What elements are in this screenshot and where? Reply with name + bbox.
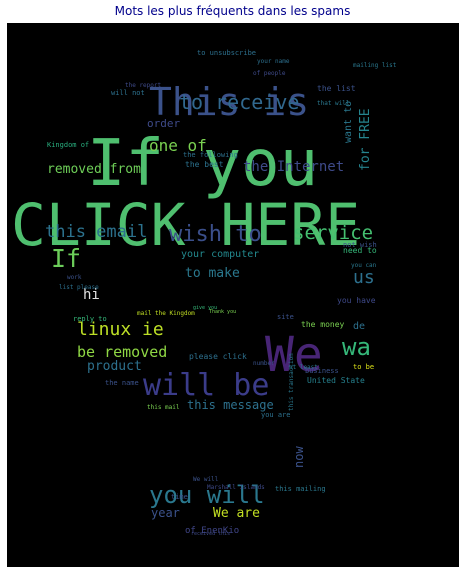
word-order: order (147, 117, 180, 130)
word-year: year (151, 506, 180, 520)
word-we-will: We will (193, 476, 219, 483)
word-kingdom-of: Kingdom of (47, 141, 89, 149)
word-to-make: to make (185, 266, 240, 281)
word-number: number (253, 360, 275, 367)
chart-title: Mots les plus fréquents dans les spams (114, 4, 351, 18)
word-hi: hi (83, 287, 100, 303)
word-us: us (353, 267, 375, 288)
word-you-will: you will (149, 481, 265, 509)
word-cloud: If you CLICK HERE This is We will be you will… (7, 23, 459, 567)
word-to-receive: to receive (179, 90, 299, 114)
word-of-enenkio: of EnenKio (185, 526, 239, 536)
word-business: business (305, 367, 339, 375)
word-if-you: If you (87, 127, 318, 201)
word-linux-ie: linux ie (77, 319, 164, 340)
word-removed-from: removed from (47, 162, 141, 177)
word-give-you: give you (193, 305, 217, 311)
word-this-mailing: this mailing (275, 485, 326, 493)
word-mailing-list: mailing list (353, 62, 397, 69)
word-the-report: the report (125, 82, 162, 89)
word-list-please: list please (59, 284, 99, 291)
word-please-click: please click (189, 352, 247, 361)
word-if: If (51, 244, 81, 273)
word-to-be: to be (353, 363, 374, 371)
word-wish-to: wish to (169, 222, 262, 247)
word-we: We (265, 327, 323, 383)
word-this-is: This is (149, 80, 309, 124)
word-site: site (277, 313, 294, 321)
word-the-best: the best (185, 160, 224, 169)
word-work: work (67, 274, 82, 281)
word-your-name: your name (257, 58, 290, 65)
word-will-not: will not (111, 89, 145, 97)
word-you-have: you have (337, 296, 376, 305)
word-for-free: for FREE (358, 108, 373, 171)
word-service: service (293, 222, 373, 244)
word-be-removed: be removed (77, 343, 167, 361)
word-at-least: at least (289, 364, 318, 371)
word-one-of: one of (149, 136, 207, 155)
word-time: time (171, 493, 188, 501)
word-now: now (292, 446, 306, 468)
word-united-state: United State (307, 376, 365, 385)
word-the-following: the following (183, 151, 238, 159)
word-thank-you: Thank you (209, 309, 236, 315)
word-the-list: the list (317, 84, 356, 93)
word-that-will: that will (317, 100, 350, 107)
word-want-to: want to (343, 101, 354, 143)
word-we-are: We are (213, 506, 260, 521)
word-marshall-islands: Marshall Islands (207, 484, 265, 491)
word-reply-to: reply to (73, 315, 107, 323)
word-of-people: of people (253, 70, 286, 77)
word-received-this: received this (191, 531, 230, 537)
word-to-unsubscribe: to unsubscribe (197, 49, 256, 57)
word-de: de (353, 321, 365, 332)
word-you-can: you can (351, 262, 377, 269)
word-will-be: will be (143, 368, 269, 403)
word-the-internet: the Internet (243, 159, 344, 175)
word-this-transaction: this transaction (288, 353, 295, 411)
word-need-to: need to (343, 246, 377, 255)
word-the-money: the money (301, 320, 345, 329)
word-mail-the-kingdom: mail the Kingdom (137, 310, 195, 317)
word-this-message: this message (187, 398, 274, 412)
word-wa: wa (342, 333, 371, 361)
word-not-wish: not wish (343, 241, 377, 249)
word-this-email: this email (45, 222, 147, 242)
word-this-mail: this mail (147, 404, 180, 411)
word-your-computer: your computer (181, 249, 259, 260)
word-you-are: you are (261, 411, 291, 419)
word-click-here: CLICK HERE (11, 191, 360, 259)
word-the-name: the name (105, 379, 139, 387)
word-product: product (87, 359, 142, 374)
